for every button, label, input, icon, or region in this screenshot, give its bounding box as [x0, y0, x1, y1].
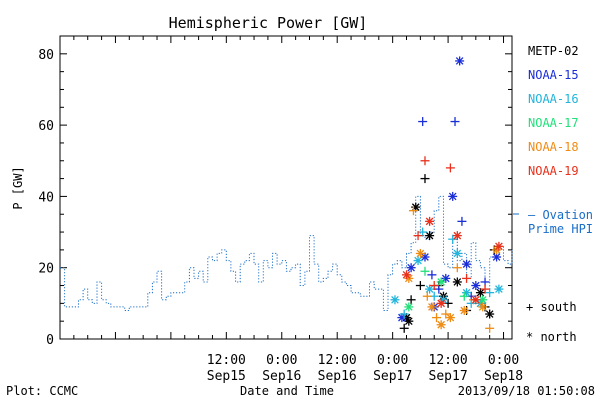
noaa-18-south-point: [422, 291, 432, 301]
x-tick-date-label: Sep16: [318, 369, 357, 384]
y-axis-label: P [GW]: [11, 166, 25, 209]
noaa-19-south-point: [413, 231, 423, 241]
legend: METP-02 NOAA-15 NOAA-16 NOAA-17 NOAA-18 NOAA-…: [513, 44, 593, 344]
ovation-hpi-series: [60, 195, 513, 311]
noaa-19-south-point: [429, 281, 439, 291]
legend-item-noaa-17: NOAA-17: [528, 116, 579, 130]
noaa-16-north-point: [413, 256, 423, 266]
metp-02-north-point: [404, 316, 414, 326]
legend-item-noaa-18: NOAA-18: [528, 140, 579, 154]
noaa-16-south-point: [485, 288, 495, 298]
noaa-16-south-point: [418, 227, 428, 237]
noaa-19-north-point: [471, 295, 481, 305]
metp-02-north-point: [485, 309, 495, 319]
noaa-15-north-point: [441, 273, 451, 283]
noaa-15-north-point: [455, 56, 465, 66]
metp-02-south-point: [415, 281, 425, 291]
legend-marker-south: + south: [526, 300, 577, 314]
noaa-19-south-point: [420, 156, 430, 166]
noaa-18-south-point: [441, 309, 451, 319]
y-tick-label: 80: [38, 48, 54, 63]
x-tick-date-label: Sep17: [373, 369, 412, 384]
noaa-18-north-point: [436, 320, 446, 330]
x-tick-date-label: Sep16: [262, 369, 301, 384]
noaa-15-north-point: [448, 191, 458, 201]
legend-marker-north: * north: [526, 330, 577, 344]
noaa-16-south-point: [448, 234, 458, 244]
noaa-15-north-point: [471, 281, 481, 291]
noaa-18-south-point: [432, 313, 442, 323]
x-tick-label: 0:00: [266, 353, 297, 368]
noaa-18-north-point: [459, 305, 469, 315]
noaa-18-north-point: [427, 302, 437, 312]
noaa-18-north-point: [445, 313, 455, 323]
noaa-18-north-point: [478, 302, 488, 312]
noaa-15-south-point: [427, 270, 437, 280]
noaa-19-north-point: [452, 231, 462, 241]
x-tick-label: 12:00: [318, 353, 357, 368]
noaa-19-south-point: [480, 284, 490, 294]
y-tick-label: 0: [46, 333, 54, 348]
noaa-19-north-point: [494, 241, 504, 251]
metp-02-north-point: [452, 277, 462, 287]
metp-02-south-point: [420, 174, 430, 184]
plot-credit: Plot: CCMC: [6, 384, 78, 398]
legend-ovation-label: — Ovation: [528, 208, 593, 222]
x-tick-label: 12:00: [429, 353, 468, 368]
noaa-19-north-point: [436, 298, 446, 308]
x-tick-date-label: Sep17: [429, 369, 468, 384]
noaa-16-north-point: [390, 295, 400, 305]
legend-item-metp-02: METP-02: [528, 44, 579, 58]
noaa-19-south-point: [462, 273, 472, 283]
x-tick-date-label: Sep18: [484, 369, 523, 384]
metp-02-north-point: [475, 288, 485, 298]
metp-02-north-point: [425, 231, 435, 241]
noaa-17-south-point: [459, 291, 469, 301]
x-tick-label: 12:00: [207, 353, 246, 368]
noaa-16-south-point: [399, 309, 409, 319]
y-axis-ticks: 0 20 40 60 80: [38, 35, 512, 348]
chart-title: Hemispheric Power [GW]: [169, 14, 368, 32]
plot-frame: [59, 35, 513, 340]
noaa-16-north-point: [494, 284, 504, 294]
noaa-16-north-point: [425, 284, 435, 294]
noaa-19-north-point: [402, 270, 412, 280]
y-tick-label: 20: [38, 262, 54, 277]
x-axis-label: Date and Time: [240, 384, 334, 398]
legend-item-noaa-19: NOAA-19: [528, 164, 579, 178]
noaa-17-north-point: [436, 277, 446, 287]
noaa-18-south-point: [485, 323, 495, 333]
x-tick-date-label: Sep15: [207, 369, 246, 384]
legend-item-noaa-16: NOAA-16: [528, 92, 579, 106]
noaa-15-north-point: [406, 263, 416, 273]
y-tick-label: 40: [38, 190, 54, 205]
x-tick-label: 0:00: [377, 353, 408, 368]
noaa-15-south-point: [434, 284, 444, 294]
plot-timestamp: 2013/09/18 01:50:08: [458, 384, 595, 398]
noaa-15-south-point: [457, 216, 467, 226]
legend-ovation-label-line2: Prime HPI: [528, 222, 593, 236]
legend-item-noaa-15: NOAA-15: [528, 68, 579, 82]
noaa-15-south-point: [418, 117, 428, 127]
noaa-19-south-point: [445, 163, 455, 173]
metp-02-south-point: [406, 295, 416, 305]
noaa-18-north-point: [415, 248, 425, 258]
y-tick-label: 60: [38, 119, 54, 134]
noaa-15-north-point: [420, 252, 430, 262]
noaa-16-north-point: [452, 248, 462, 258]
noaa-18-south-point: [452, 263, 462, 273]
ovation-hpi-line: [60, 195, 513, 311]
noaa-17-south-point: [420, 266, 430, 276]
noaa-15-north-point: [462, 259, 472, 269]
x-axis-ticks: 12:00Sep150:00Sep1612:00Sep160:00Sep1712…: [59, 36, 523, 384]
metp-02-south-point: [399, 323, 409, 333]
x-tick-label: 0:00: [488, 353, 519, 368]
noaa-17-north-point: [404, 302, 414, 312]
noaa-18-south-point: [408, 206, 418, 216]
observation-points: [390, 56, 504, 333]
noaa-19-north-point: [425, 216, 435, 226]
noaa-15-south-point: [450, 117, 460, 127]
